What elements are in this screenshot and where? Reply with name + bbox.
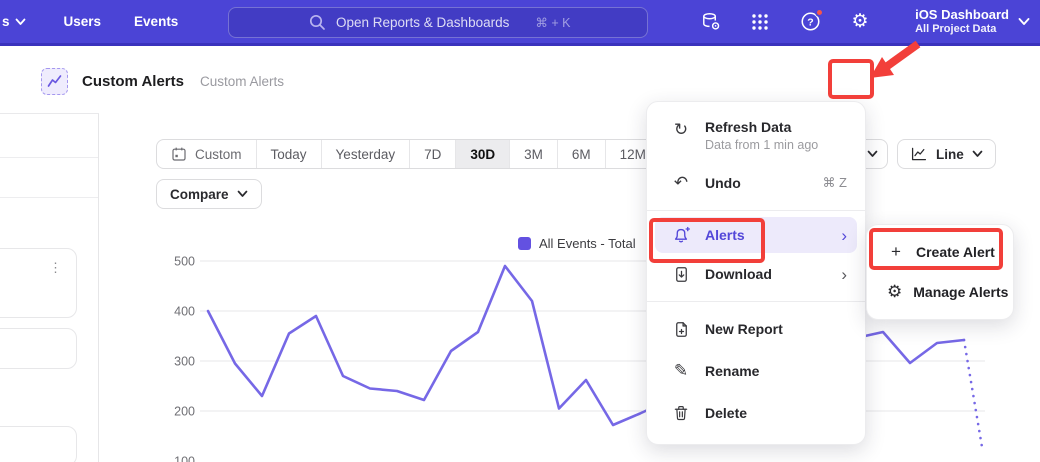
svg-text:100: 100 [174, 455, 195, 462]
svg-text:?: ? [807, 16, 813, 28]
legend-label: All Events - Total [539, 236, 636, 251]
menu-item-alerts[interactable]: Alerts › [655, 217, 857, 253]
project-selector[interactable]: iOS Dashboard All Project Data [915, 0, 1030, 43]
undo-icon: ↶ [671, 173, 691, 193]
menu-divider [647, 210, 865, 211]
report-type-icon [41, 68, 68, 95]
app-window: s Users Events Open Reports & Dashboards… [0, 0, 1040, 462]
metric-card[interactable] [0, 426, 77, 462]
search-placeholder: Open Reports & Dashboards [336, 15, 509, 30]
trash-icon [671, 404, 691, 422]
builder-row[interactable] [0, 114, 98, 158]
menu-divider [647, 301, 865, 302]
nav-item-truncated-label: s [2, 14, 10, 29]
chevron-down-icon [867, 150, 878, 158]
menu-item-new-report[interactable]: New Report [647, 308, 865, 350]
notification-dot [815, 8, 824, 17]
page-title: Custom Alerts [82, 73, 184, 90]
chart-type-button[interactable]: Line [897, 139, 996, 169]
menu-item-rename[interactable]: ✎ Rename [647, 350, 865, 392]
range-7d[interactable]: 7D [409, 140, 455, 168]
svg-text:500: 500 [174, 255, 195, 269]
menu-item-refresh-data[interactable]: ↻ Refresh Data Data from 1 min ago [647, 110, 865, 162]
search-icon [309, 14, 326, 31]
submenu-arrow-icon: › [841, 227, 847, 244]
range-3m[interactable]: 3M [509, 140, 557, 168]
legend-swatch [518, 237, 531, 250]
new-report-icon [671, 320, 691, 339]
submenu-arrow-icon: › [841, 266, 847, 283]
compare-button[interactable]: Compare [156, 179, 262, 209]
panel-divider [98, 114, 99, 462]
chevron-down-icon [972, 150, 983, 158]
kebab-menu-icon[interactable]: ⋮ [49, 261, 62, 274]
range-yesterday[interactable]: Yesterday [321, 140, 410, 168]
project-scope: All Project Data [915, 23, 1009, 36]
refresh-subtitle: Data from 1 min ago [705, 138, 847, 152]
range-30d-selected[interactable]: 30D [455, 140, 509, 168]
download-icon [671, 265, 691, 284]
range-custom[interactable]: Custom [157, 140, 256, 168]
menu-item-delete[interactable]: Delete [647, 392, 865, 434]
query-builder-panel: ⋮ [0, 113, 99, 462]
range-6m[interactable]: 6M [557, 140, 605, 168]
submenu-item-create-alert[interactable]: + Create Alert [867, 232, 1013, 272]
svg-text:200: 200 [174, 405, 195, 419]
chevron-down-icon [237, 190, 248, 198]
svg-text:300: 300 [174, 355, 195, 369]
chart-legend: All Events - Total [518, 236, 636, 251]
submenu-item-manage-alerts[interactable]: ⚙ Manage Alerts [867, 272, 1013, 312]
refresh-icon: ↻ [671, 120, 691, 140]
search-input[interactable]: Open Reports & Dashboards ⌘ + K [228, 7, 648, 38]
undo-shortcut: ⌘ Z [822, 175, 847, 191]
nav-item-truncated[interactable]: s [2, 14, 26, 29]
plus-icon: + [887, 242, 905, 262]
bell-plus-icon [671, 225, 691, 245]
metric-card[interactable] [0, 328, 77, 369]
nav-item-users[interactable]: Users [64, 14, 102, 29]
project-name: iOS Dashboard [915, 7, 1009, 23]
builder-row[interactable] [0, 158, 98, 198]
menu-item-undo[interactable]: ↶ Undo ⌘ Z [647, 162, 865, 204]
menu-item-download[interactable]: Download › [647, 253, 865, 295]
nav-icon-group: ? ⚙ [698, 0, 872, 43]
more-options-menu: ↻ Refresh Data Data from 1 min ago ↶ Und… [646, 101, 866, 445]
gear-icon: ⚙ [887, 282, 902, 302]
search-shortcut: ⌘ + K [535, 15, 570, 30]
date-range-control: Custom Today Yesterday 7D 30D 3M 6M 12M [156, 139, 661, 169]
calendar-icon [171, 146, 187, 162]
data-management-icon[interactable] [698, 10, 722, 34]
breadcrumb: Custom Alerts [200, 74, 284, 89]
line-chart-icon [910, 146, 928, 162]
chevron-down-icon [15, 18, 26, 26]
nav-item-events[interactable]: Events [134, 14, 178, 29]
svg-text:400: 400 [174, 305, 195, 319]
help-icon[interactable]: ? [798, 10, 822, 34]
alerts-submenu: + Create Alert ⚙ Manage Alerts [866, 224, 1014, 320]
report-header: Custom Alerts Custom Alerts [0, 49, 1040, 113]
pencil-icon: ✎ [671, 361, 691, 381]
apps-grid-icon[interactable] [748, 10, 772, 34]
chevron-down-icon [1018, 17, 1030, 26]
top-navigation-bar: s Users Events Open Reports & Dashboards… [0, 0, 1040, 46]
range-today[interactable]: Today [256, 140, 321, 168]
settings-gear-icon[interactable]: ⚙ [848, 10, 872, 34]
metric-card[interactable]: ⋮ [0, 248, 77, 318]
